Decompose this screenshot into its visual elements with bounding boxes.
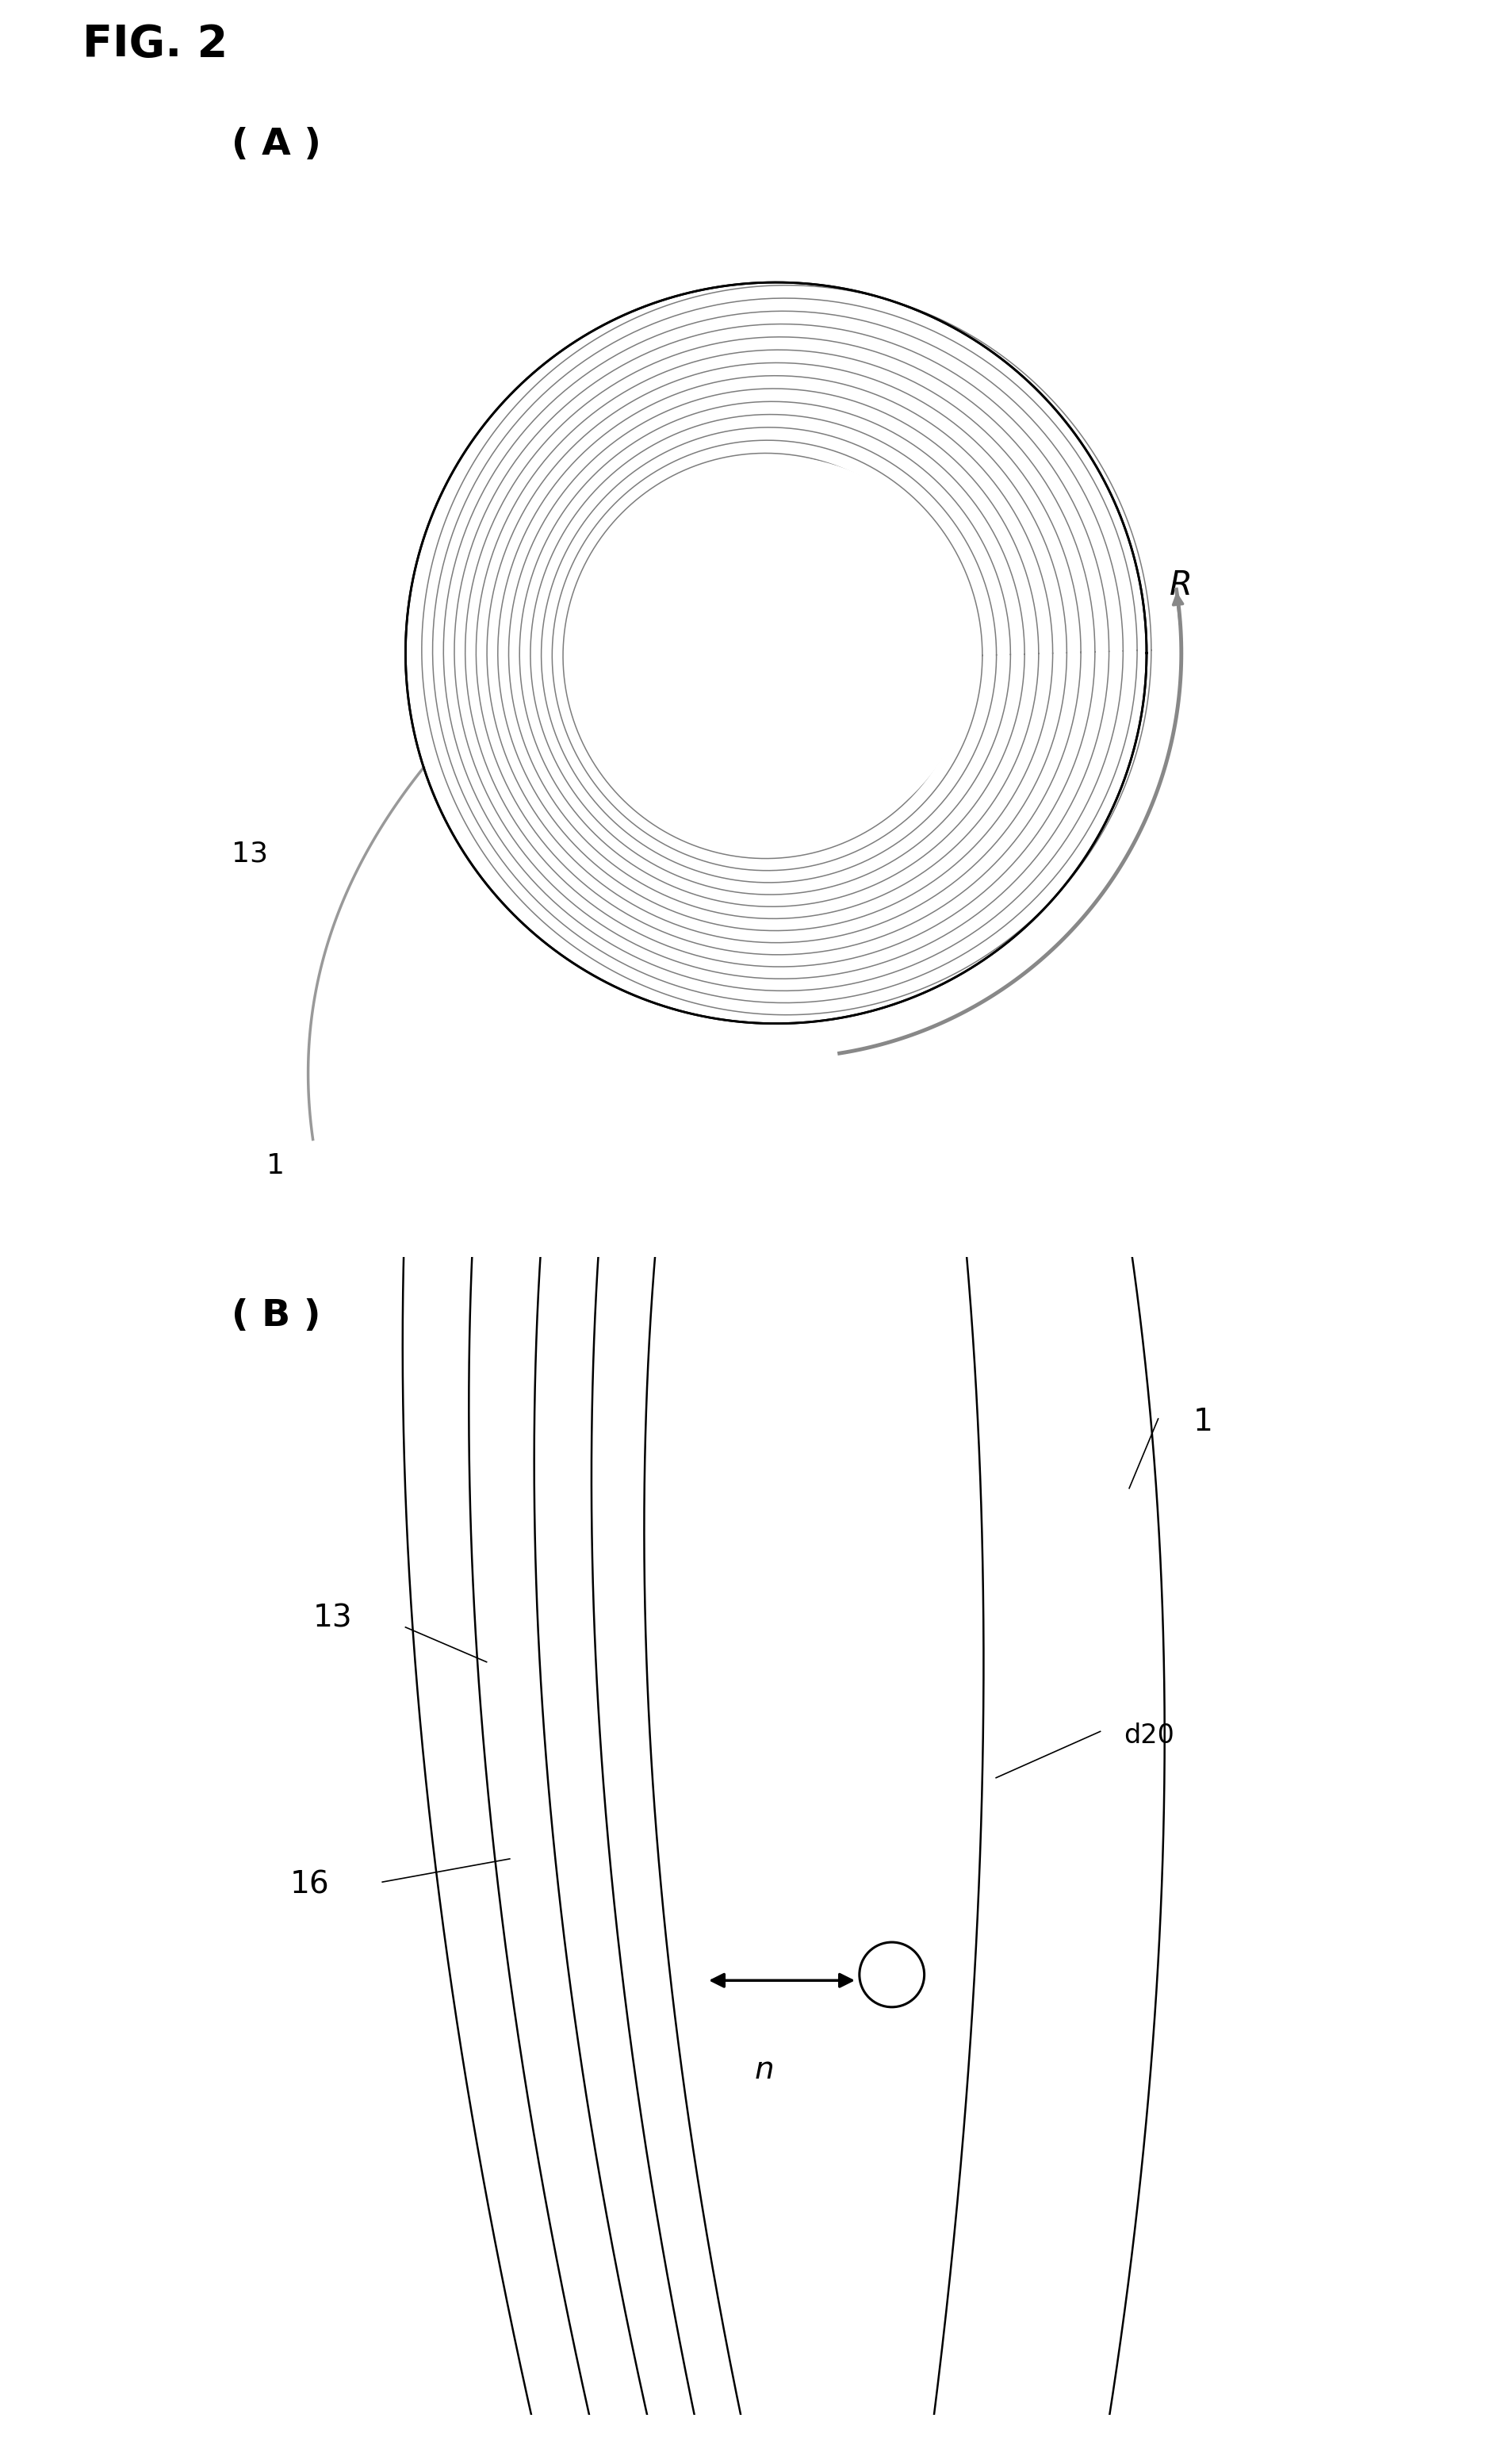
Text: d20: d20 <box>1123 1722 1174 1749</box>
Text: ( A ): ( A ) <box>232 128 321 163</box>
Text: 1: 1 <box>1192 1407 1212 1437</box>
Circle shape <box>579 456 972 850</box>
Text: 1: 1 <box>266 1153 284 1180</box>
Text: FIG. 2: FIG. 2 <box>83 22 227 67</box>
Text: 13: 13 <box>313 1604 352 1634</box>
Text: 13: 13 <box>232 840 268 867</box>
Text: ( B ): ( B ) <box>232 1299 321 1333</box>
Text: 16: 16 <box>289 1870 330 1900</box>
Text: n: n <box>754 2055 774 2085</box>
Text: R: R <box>1169 569 1192 601</box>
